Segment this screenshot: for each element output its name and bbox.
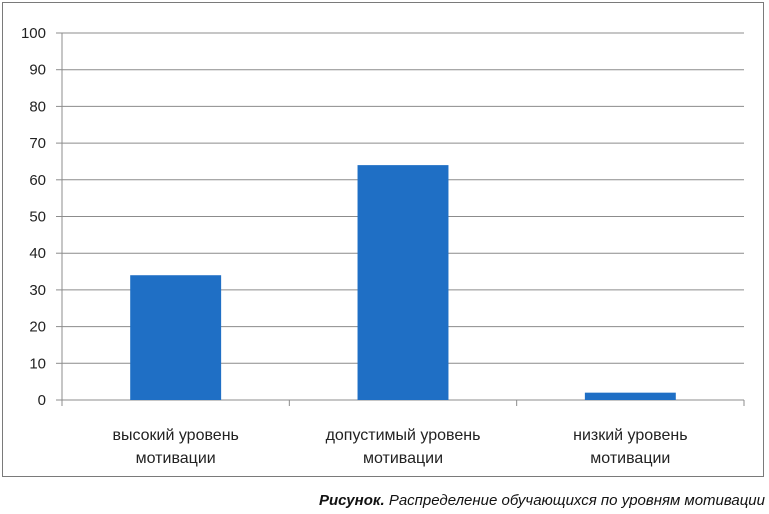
x-category-label: мотивации bbox=[363, 450, 443, 467]
caption-text: Распределение обучающихся по уровням мот… bbox=[388, 492, 765, 509]
bar-chart: 0 10 20 30 40 50 60 70 80 90 100 высокий уровень мот… bbox=[21, 25, 745, 467]
y-tick-label: 30 bbox=[29, 282, 46, 299]
y-tick-label: 50 bbox=[29, 209, 46, 226]
y-tick-label: 10 bbox=[29, 355, 46, 372]
y-tick-label: 100 bbox=[21, 25, 46, 42]
caption-prefix: Рисунок. bbox=[318, 492, 385, 509]
x-category-label: мотивации bbox=[590, 450, 670, 467]
y-tick-label: 0 bbox=[38, 392, 46, 409]
x-category-label: высокий уровень bbox=[112, 427, 238, 444]
x-category-label: допустимый уровень bbox=[326, 427, 481, 444]
x-category-label: мотивации bbox=[136, 450, 216, 467]
y-tick-label: 60 bbox=[29, 172, 46, 189]
y-tick-label: 40 bbox=[29, 245, 46, 262]
bar bbox=[584, 392, 676, 400]
y-tick-label: 20 bbox=[29, 319, 46, 336]
bar bbox=[130, 275, 222, 400]
y-tick-label: 80 bbox=[29, 98, 46, 115]
y-tick-label: 90 bbox=[29, 62, 46, 79]
x-category-label: низкий уровень bbox=[573, 427, 687, 444]
y-tick-label: 70 bbox=[29, 135, 46, 152]
bar bbox=[357, 165, 449, 400]
figure-caption: Рисунок. Распределение обучающихся по ур… bbox=[319, 492, 765, 509]
